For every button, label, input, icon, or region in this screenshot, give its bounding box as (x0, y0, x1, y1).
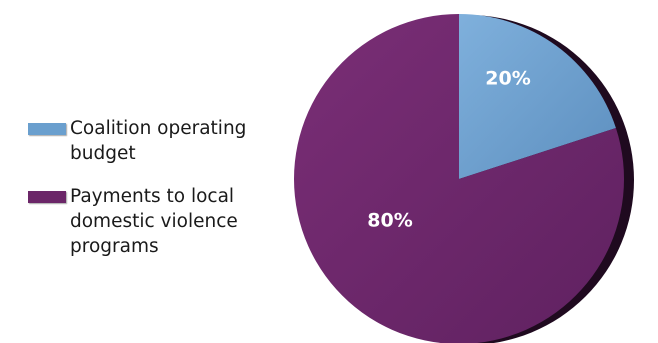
legend-label: Coalition operating budget (70, 118, 247, 164)
pie-slice-payments-to-local-programs (294, 14, 624, 343)
legend-swatch-payments-to-local-programs (28, 191, 66, 203)
legend-label: Payments to local domestic violence prog… (70, 186, 238, 257)
legend-item-payments-to-local-programs: Payments to local domestic violence prog… (28, 184, 278, 259)
pie-data-label: 80% (367, 210, 412, 232)
pie-slices (294, 14, 624, 343)
pie-data-labels: 20% 80% (367, 68, 530, 232)
legend-swatch-coalition-operating-budget (28, 123, 66, 135)
chart-legend: Coalition operating budget Payments to l… (28, 116, 278, 277)
legend-item-coalition-operating-budget: Coalition operating budget (28, 116, 278, 166)
pie-data-label: 20% (485, 68, 530, 90)
pie-slice-coalition-operating-budget (459, 14, 616, 179)
